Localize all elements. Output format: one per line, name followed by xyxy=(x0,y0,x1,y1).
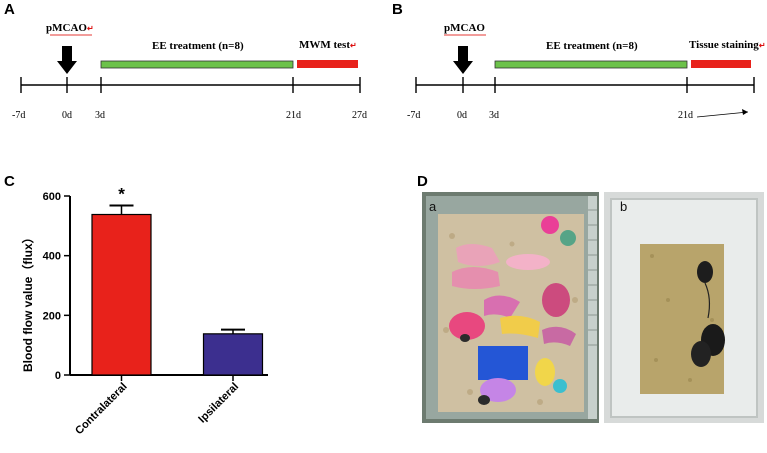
tick-label: 21d xyxy=(678,110,693,121)
panel-d: D xyxy=(417,173,764,423)
y-tick-label: 400 xyxy=(43,251,61,263)
test-bar xyxy=(691,60,751,68)
tick-label: 21d xyxy=(286,110,301,121)
photo-b-standard-cage: b xyxy=(604,192,764,423)
tick-label: 3d xyxy=(95,110,105,121)
arrow-head-icon xyxy=(742,109,748,115)
panel-a: A pMCAO↵ EE treatment (n=8) MWM test↵ -7… xyxy=(4,1,367,121)
continuation-arrow xyxy=(696,111,749,118)
photo-b-label: b xyxy=(620,199,627,214)
significance-marker: * xyxy=(118,185,125,204)
down-arrow-icon xyxy=(453,46,473,74)
timeline-tick-labels: -7d 0d 3d 21d 27d xyxy=(12,110,367,121)
test-bar xyxy=(297,60,358,68)
panel-b: B pMCAO EE treatment (n=8) Tissue staini… xyxy=(392,1,766,121)
test-label: MWM test↵ xyxy=(299,39,357,51)
x-category-label: Ipsilateral xyxy=(196,381,241,426)
tick-label: -7d xyxy=(12,110,25,121)
photo-a-label: a xyxy=(429,199,437,214)
tick-label: 27d xyxy=(352,110,367,121)
treatment-label: EE treatment (n=8) xyxy=(546,40,638,52)
panel-a-letter: A xyxy=(4,1,15,18)
treatment-bar xyxy=(494,60,688,69)
bar-contralateral xyxy=(91,213,152,376)
y-axis-label: Blood flow value（flux） xyxy=(20,231,35,372)
timeline-ticks xyxy=(20,77,361,93)
event-label: pMCAO↵ xyxy=(46,22,94,34)
tick-label: -7d xyxy=(407,110,420,121)
treatment-bar xyxy=(100,60,294,69)
bar-ipsilateral xyxy=(202,333,264,376)
tick-label: 3d xyxy=(489,110,499,121)
tick-label: 0d xyxy=(457,110,467,121)
x-category-label: Contralateral xyxy=(73,381,129,437)
panel-b-letter: B xyxy=(392,1,403,18)
timeline-tick-labels: -7d 0d 3d 21d xyxy=(407,110,693,121)
panel-c-letter: C xyxy=(4,173,15,190)
panel-d-letter: D xyxy=(417,173,428,190)
panel-c: C Blood flow value（flux） 0 200 400 600 * Cont… xyxy=(4,173,268,437)
tick-label: 0d xyxy=(62,110,72,121)
bar-chart: 0 200 400 600 * Contralateral Ipsilateral xyxy=(43,185,268,437)
timeline-ticks xyxy=(415,77,755,93)
y-tick-label: 200 xyxy=(43,310,61,322)
treatment-label: EE treatment (n=8) xyxy=(152,40,244,52)
event-label: pMCAO xyxy=(444,22,485,34)
photo-a-enriched-cage: a xyxy=(422,192,599,423)
down-arrow-icon xyxy=(57,46,77,74)
test-label: Tissue staining↵ xyxy=(689,39,766,51)
y-tick-label: 600 xyxy=(43,191,61,203)
y-tick-label: 0 xyxy=(55,370,61,382)
